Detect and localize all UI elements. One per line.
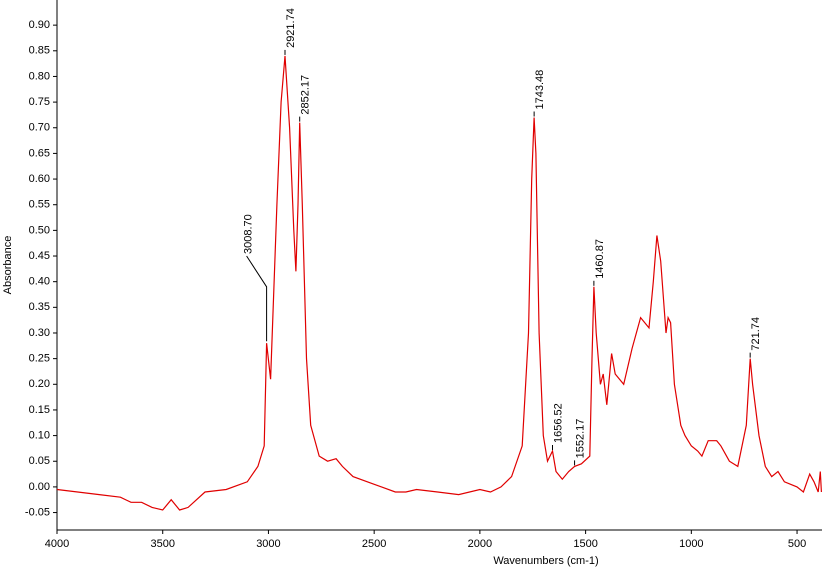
y-tick-label: 0.55: [29, 199, 50, 211]
y-tick-label: 0.50: [29, 224, 50, 236]
x-tick-label: 1000: [679, 538, 703, 550]
annotation-label: 1552.17: [574, 419, 586, 459]
x-tick-label: 4000: [45, 538, 69, 550]
y-tick-label: 0.85: [29, 45, 50, 57]
x-tick-label: 3000: [256, 538, 280, 550]
annotation-leader: [246, 255, 268, 342]
y-tick-label: 0.65: [29, 147, 50, 159]
y-tick-label: 0.90: [29, 19, 50, 31]
x-tick-label: 2000: [468, 538, 492, 550]
y-tick-label: 0.25: [29, 353, 50, 365]
annotation-label: 2921.74: [285, 8, 297, 48]
spectrum-line: [56, 55, 822, 511]
y-tick-label: 0.05: [29, 455, 50, 467]
annotation-label: 2852.17: [300, 75, 312, 115]
x-tick-label: 500: [788, 538, 806, 550]
y-tick-label: 0.40: [29, 276, 50, 288]
y-tick-label: 0.20: [29, 378, 50, 390]
x-tick-label: 1500: [573, 538, 597, 550]
x-tick-label: 3500: [150, 538, 174, 550]
annotation-label: 1743.48: [534, 70, 546, 110]
y-tick-label: 0.70: [29, 122, 50, 134]
annotation-label: 1656.52: [552, 403, 564, 443]
y-tick-label: 0.60: [29, 173, 50, 185]
y-tick-label: 0.45: [29, 250, 50, 262]
x-axis-label: Wavenumbers (cm-1): [493, 555, 598, 567]
annotation-label: 721.74: [750, 317, 762, 351]
y-tick-label: 0.80: [29, 70, 50, 82]
y-tick-label: 0.35: [29, 301, 50, 313]
y-tick-label: 0.10: [29, 430, 50, 442]
annotation-label: 3008.70: [243, 214, 255, 254]
y-tick-label: 0.30: [29, 327, 50, 339]
y-tick-label: 0.00: [29, 481, 50, 493]
annotation-label: 1460.87: [594, 239, 606, 279]
y-tick-label: 0.75: [29, 96, 50, 108]
x-tick-label: 2500: [362, 538, 386, 550]
y-tick-label: -0.05: [25, 506, 50, 518]
y-axis-label: Absorbance: [2, 236, 14, 295]
y-tick-label: 0.15: [29, 404, 50, 416]
